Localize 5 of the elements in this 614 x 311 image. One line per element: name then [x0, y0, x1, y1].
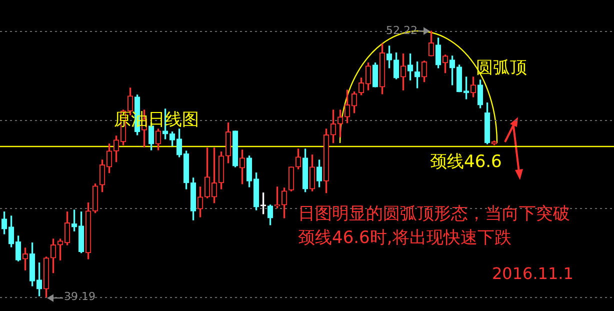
annotation: 39.19 [64, 290, 96, 303]
annotation: 2016.11.1 [492, 263, 574, 285]
annotation: 圆弧顶 [476, 57, 528, 80]
annotation: 日图明显的圆弧顶形态，当向下突破颈线46.6时,将出现快速下跌 [298, 203, 571, 250]
ref-line-label: 颈线46.6 [430, 150, 502, 173]
